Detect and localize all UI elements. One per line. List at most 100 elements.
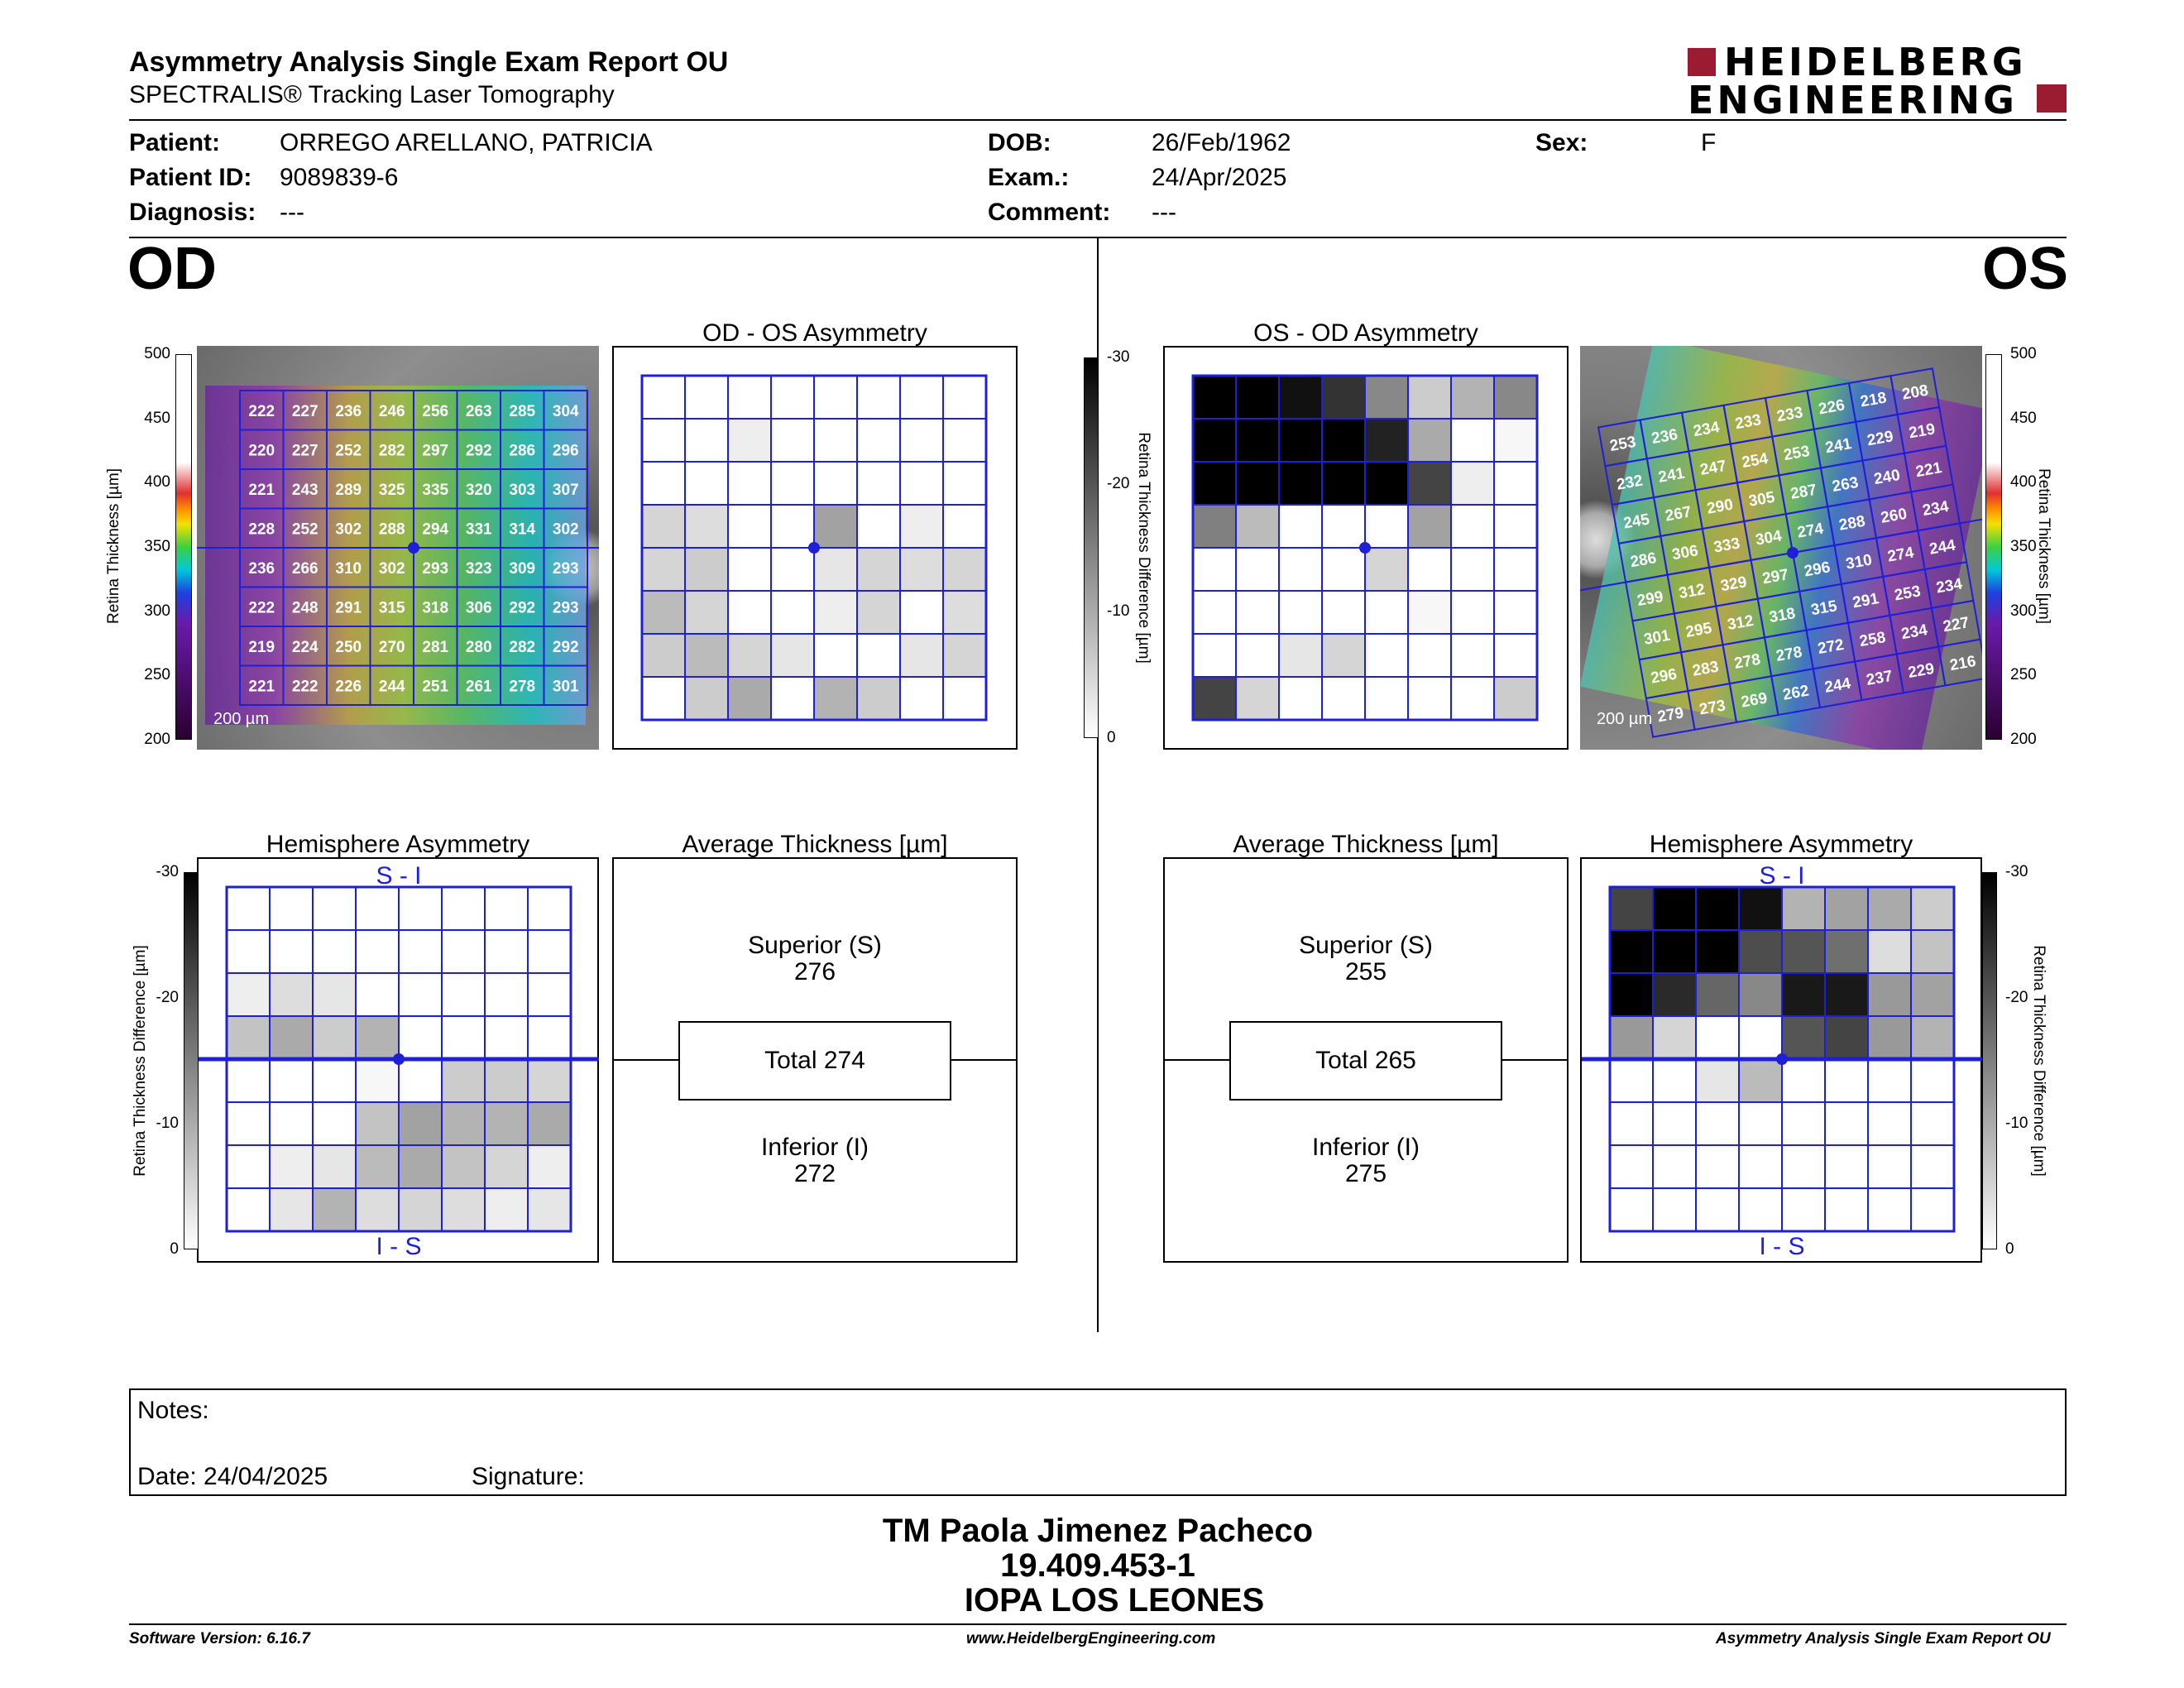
od-thick-value: 315 xyxy=(379,599,405,616)
os-asym-cell xyxy=(1407,504,1452,549)
os-hemi-cell xyxy=(1867,1144,1912,1189)
os-asym-colorbar xyxy=(1084,357,1099,738)
od-asym-cell xyxy=(856,547,901,592)
os-hemi-cell xyxy=(1652,1015,1697,1060)
od-hemi-cell xyxy=(527,1101,572,1146)
os-thick-value: 274 xyxy=(1796,520,1825,541)
od-thick-value: 310 xyxy=(335,560,362,578)
od-thick-value: 222 xyxy=(248,599,275,616)
od-thick-value: 292 xyxy=(553,639,579,656)
od-asym-cell xyxy=(942,633,987,678)
od-hemi-cell xyxy=(398,1187,443,1232)
os-asym-cell xyxy=(1192,633,1237,678)
os-asym-cell xyxy=(1321,461,1366,506)
os-thick-value: 288 xyxy=(1837,513,1866,535)
os-asym-cell xyxy=(1235,375,1280,420)
od-thick-value: 302 xyxy=(553,520,579,538)
od-asym-cell xyxy=(942,375,987,420)
od-hemi-cell xyxy=(441,1187,486,1232)
os-thick-value: 295 xyxy=(1684,620,1713,641)
signer-rut: 19.409.453-1 xyxy=(1000,1547,1195,1584)
os-hemi-cell xyxy=(1652,1187,1697,1232)
os-label: OS xyxy=(1982,236,2069,302)
os-asym-ticks: -30 -20 -10 0 xyxy=(1104,348,1153,746)
od-asym-fovea-dot xyxy=(808,542,820,554)
od-hemi-cell xyxy=(226,1101,271,1146)
os-thickness-tick: 300 xyxy=(2010,602,2037,620)
os-diff-tick: -30 xyxy=(2005,863,2028,880)
os-asym-cell xyxy=(1192,504,1237,549)
od-hemi-cell xyxy=(355,929,400,974)
footer-website[interactable]: www.HeidelbergEngineering.com xyxy=(966,1630,1216,1647)
os-fundus-image: 253 236 234 233 233 226 218 208 232 241 247 254 253 2… xyxy=(1580,346,1982,750)
od-hemi-cell xyxy=(269,929,314,974)
od-hemi-cell xyxy=(312,1144,357,1189)
od-asym-cell xyxy=(727,375,772,420)
os-hemi-cell xyxy=(1609,1101,1654,1146)
report-subtitle: SPECTRALIS® Tracking Laser Tomography xyxy=(129,81,615,108)
os-thick-value: 221 xyxy=(1914,459,1943,481)
os-thick-value: 237 xyxy=(1865,668,1894,689)
od-hemi-cell xyxy=(312,1058,357,1103)
od-hemi-cell xyxy=(312,1187,357,1232)
os-thick-value: 329 xyxy=(1719,573,1748,595)
os-thickness-tick: 400 xyxy=(2010,473,2037,492)
os-thick-value: 305 xyxy=(1747,489,1776,511)
os-thickness-tick: 500 xyxy=(2010,345,2037,362)
os-hemi-cell xyxy=(1738,929,1783,974)
os-inferior-value: 275 xyxy=(1344,1160,1387,1187)
os-asym-cell xyxy=(1321,676,1366,721)
os-asym-cell xyxy=(1407,676,1452,721)
od-asym-cell xyxy=(727,590,772,635)
od-asym-cell xyxy=(856,461,901,506)
os-thick-value: 274 xyxy=(1886,544,1915,565)
os-thick-value: 253 xyxy=(1893,583,1922,604)
os-thick-value: 254 xyxy=(1741,450,1770,472)
od-hemi-cell xyxy=(269,972,314,1017)
os-asym-cell xyxy=(1321,590,1366,635)
od-thick-value: 224 xyxy=(292,639,318,656)
od-asym-cell xyxy=(727,418,772,463)
os-hemi-cell xyxy=(1609,1187,1654,1232)
od-asym-cell xyxy=(899,547,944,592)
os-asym-cell xyxy=(1235,633,1280,678)
od-asym-cell xyxy=(641,633,686,678)
os-hemi-cell xyxy=(1867,1187,1912,1232)
od-hemi-cell xyxy=(355,1015,400,1060)
os-asym-grid xyxy=(1191,374,1539,722)
os-hemi-cell xyxy=(1910,972,1955,1017)
od-diff-tick: 0 xyxy=(170,1240,179,1258)
os-asym-cell xyxy=(1364,547,1409,592)
od-asym-cell xyxy=(813,375,858,420)
os-asym-cell xyxy=(1278,547,1323,592)
os-diff-tick: -20 xyxy=(2005,989,2028,1006)
od-thick-value: 301 xyxy=(553,678,579,695)
od-hemi-cell xyxy=(269,1058,314,1103)
os-asym-cell xyxy=(1192,418,1237,463)
os-thick-value: 247 xyxy=(1698,458,1727,479)
os-thick-value: 245 xyxy=(1622,511,1651,532)
os-asym-cell xyxy=(1450,676,1495,721)
od-thick-value: 307 xyxy=(553,482,579,499)
os-hemi-cell xyxy=(1781,929,1826,974)
od-diff-tick: -10 xyxy=(156,1115,179,1132)
os-asym-panel xyxy=(1163,346,1569,750)
od-asym-cell xyxy=(641,676,686,721)
od-asym-cell xyxy=(856,504,901,549)
os-hemi-cell xyxy=(1867,972,1912,1017)
od-diff-tick: -30 xyxy=(156,863,179,880)
od-superior-label: Superior (S) xyxy=(748,932,882,959)
od-hemi-cell xyxy=(226,1144,271,1189)
os-hemi-cell xyxy=(1695,1187,1740,1232)
os-avg-panel: Superior (S) 255 Total 265 Inferior (I) … xyxy=(1163,857,1569,1263)
os-thick-value: 233 xyxy=(1734,411,1763,433)
os-asym-cell xyxy=(1235,418,1280,463)
os-hemi-cell xyxy=(1609,929,1654,974)
od-thick-value: 270 xyxy=(379,639,405,656)
od-asym-cell xyxy=(813,547,858,592)
os-thick-value: 234 xyxy=(1900,621,1929,643)
od-hemi-cell xyxy=(441,972,486,1017)
notes-date: Date: 24/04/2025 xyxy=(137,1463,328,1490)
od-hemi-cell xyxy=(312,972,357,1017)
od-hemi-cell xyxy=(527,886,572,931)
